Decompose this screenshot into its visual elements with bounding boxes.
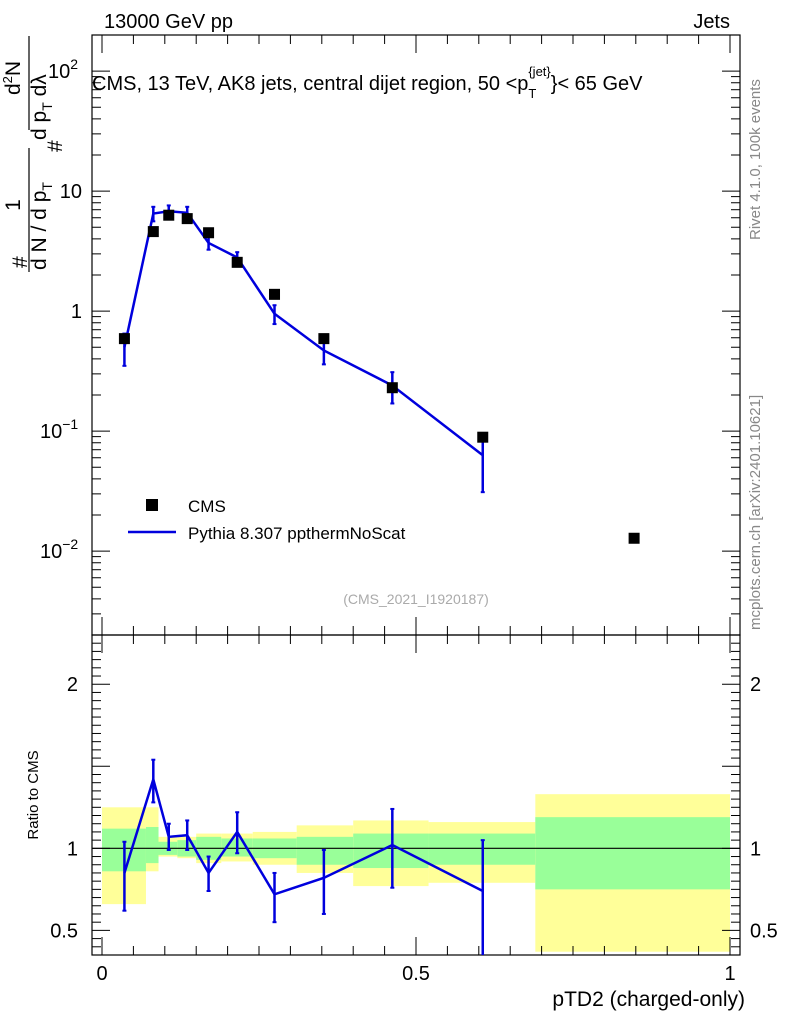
- x-tick-label-1: 0.5: [402, 963, 430, 985]
- x-tick-label-0: 0: [96, 963, 107, 985]
- ylabel-hash: #: [9, 256, 32, 268]
- y-main-tick-label-1: 10: [60, 181, 82, 203]
- data-point-10: [628, 532, 640, 544]
- x-tick-label-2: 1: [724, 963, 735, 985]
- y-main-tick-label-0: 102: [48, 56, 78, 83]
- y-axis-label-main: # 1 d N / d pT # d2N d pT dλ: [0, 36, 67, 272]
- axis-ticks: 0 0.5 1 102 10 1 10−1 10−2 2 2 1 1 0.5 0.5: [40, 34, 778, 985]
- legend: CMS Pythia 8.307 ppthermNoScat: [128, 497, 406, 543]
- header-right: Jets: [693, 11, 730, 33]
- mc-series-main: [122, 204, 485, 494]
- data-point-1: [147, 226, 159, 238]
- y-main-tick-label-4: 10−2: [40, 536, 78, 563]
- data-point-3: [181, 213, 193, 225]
- data-points-main: [118, 209, 640, 544]
- data-point-7: [318, 333, 330, 345]
- y-ratio-tick-label-r-2: 0.5: [750, 920, 778, 942]
- ylabel-dn: d N / d pT: [28, 182, 55, 270]
- data-point-8: [386, 382, 398, 394]
- chart-title: CMS, 13 TeV, AK8 jets, central dijet reg…: [92, 64, 643, 101]
- mc-series-ratio: [122, 758, 485, 955]
- y-main-tick-label-3: 10−1: [40, 416, 78, 443]
- data-point-9: [477, 431, 489, 443]
- ylabel-den: d pT dλ: [28, 74, 55, 140]
- x-axis-label: pTD2 (charged-only): [552, 988, 745, 1011]
- legend-marker-cms: [146, 499, 158, 511]
- y-ratio-tick-label-r-0: 2: [750, 674, 761, 696]
- analysis-watermark: (CMS_2021_I1920187): [343, 591, 489, 607]
- ylabel-d2n: d2N: [0, 61, 25, 95]
- data-point-6: [269, 288, 281, 300]
- y-ratio-tick-label-r-1: 1: [750, 838, 761, 860]
- ratio-band-inner-10: [535, 817, 730, 890]
- header-left: 13000 GeV pp: [104, 11, 233, 33]
- data-point-5: [231, 256, 243, 268]
- mcplots-label: mcplots.cern.ch [arXiv:2401.10621]: [747, 395, 764, 630]
- y-main-tick-label-2: 1: [71, 301, 82, 323]
- ratio-bands: [92, 794, 740, 952]
- ratio-mc-line: [123, 774, 484, 896]
- main-frame: [91, 34, 741, 636]
- legend-label-mc: Pythia 8.307 ppthermNoScat: [188, 524, 406, 543]
- ratio-band-inner-8: [353, 833, 429, 869]
- y-axis-label-ratio: Ratio to CMS: [25, 750, 42, 839]
- mc-line: [123, 209, 484, 457]
- rivet-label: Rivet 4.1.0, 100k events: [747, 79, 764, 240]
- data-point-0: [118, 333, 130, 345]
- ylabel-num-hash: #: [44, 140, 67, 152]
- data-point-2: [163, 209, 175, 221]
- legend-label-cms: CMS: [188, 497, 226, 516]
- y-ratio-tick-label-l-1: 1: [67, 838, 78, 860]
- ratio-band-inner-1: [145, 827, 159, 864]
- data-point-4: [203, 227, 215, 239]
- y-ratio-tick-label-l-0: 2: [67, 674, 78, 696]
- ylabel-one: 1: [2, 199, 25, 211]
- y-ratio-tick-label-l-2: 0.5: [50, 920, 78, 942]
